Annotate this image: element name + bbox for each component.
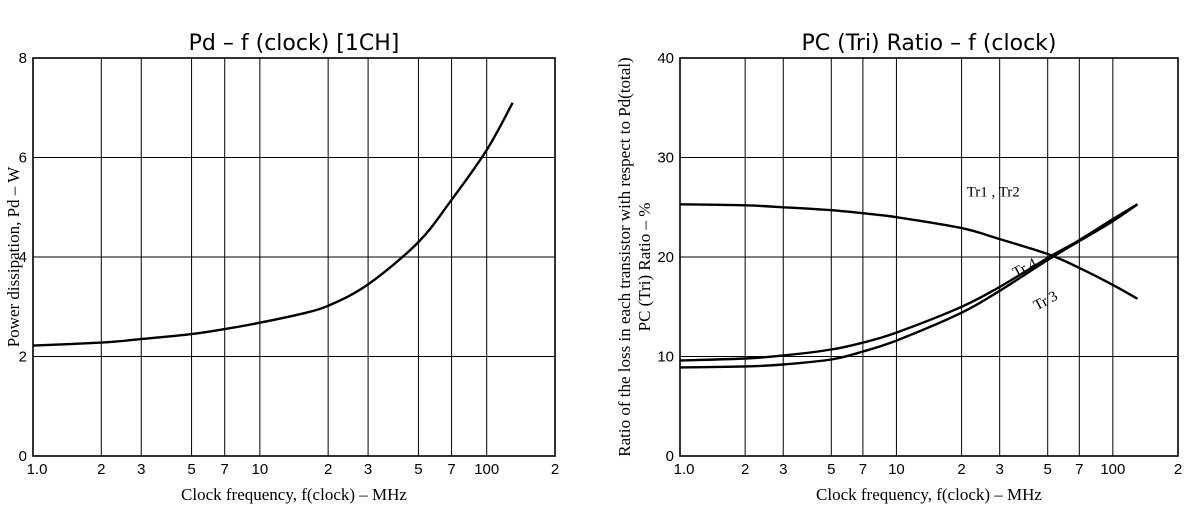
y-axis-label-secondary: PC (Tri) Ratio – % — [635, 203, 654, 332]
x-tick-label: 3 — [996, 461, 1004, 478]
x-tick-label: 7 — [221, 461, 229, 478]
x-tick-label: 3 — [364, 461, 372, 478]
chart-title: Pd – f (clock) [1CH] — [189, 31, 400, 56]
series-line-1 — [679, 203, 1139, 300]
x-tick-label: 2 — [551, 461, 559, 478]
x-axis-label: Clock frequency, f(clock) – MHz — [181, 485, 407, 504]
x-tick-label: 100 — [1100, 461, 1125, 478]
x-tick-label: 1.0 — [674, 461, 695, 478]
chart-1: Pd – f (clock) [1CH] 1.0 2 3 5 7 10 2 3 5 7 100 2 0 2 4… — [4, 31, 559, 504]
y-tick-label: 4 — [19, 249, 27, 266]
chart-title: PC (Tri) Ratio – f (clock) — [801, 31, 1056, 56]
series-label: Tr1 , Tr2 — [967, 184, 1020, 200]
y-tick-label: 40 — [657, 50, 674, 67]
x-tick-label: 5 — [187, 461, 195, 478]
x-tick-label: 7 — [1075, 461, 1083, 478]
y-tick-label: 10 — [657, 349, 674, 366]
plot-frame — [32, 57, 556, 457]
series-label: Tr 4 — [1010, 255, 1040, 281]
x-tick-label: 7 — [859, 461, 867, 478]
series-label: Tr 3 — [1031, 288, 1060, 314]
x-tick-label: 100 — [474, 461, 499, 478]
y-tick-label: 6 — [19, 150, 27, 167]
x-tick-label: 5 — [827, 461, 835, 478]
x-tick-label: 3 — [137, 461, 145, 478]
x-tick-label: 7 — [447, 461, 455, 478]
y-tick-label: 8 — [19, 50, 27, 67]
series-line-1 — [32, 102, 514, 347]
y-axis-label: Ratio of the loss in each transistor wit… — [615, 57, 634, 456]
x-tick-label: 3 — [779, 461, 787, 478]
x-tick-label: 2 — [324, 461, 332, 478]
series-line-3 — [679, 203, 1139, 369]
x-tick-label: 2 — [1174, 461, 1182, 478]
plot-frame — [679, 57, 1179, 457]
x-tick-label: 2 — [957, 461, 965, 478]
series-line-2 — [679, 203, 1139, 362]
chart-2: PC (Tri) Ratio – f (clock)1.0 2 3 5 7 10 2 3 5 7 1… — [615, 31, 1182, 504]
y-tick-label: 20 — [657, 249, 674, 266]
x-tick-label: 10 — [252, 461, 269, 478]
x-tick-label: 5 — [1044, 461, 1052, 478]
x-tick-label: 10 — [888, 461, 905, 478]
x-tick-label: 2 — [741, 461, 749, 478]
y-tick-label: 0 — [666, 448, 674, 465]
x-axis-label: Clock frequency, f(clock) – MHz — [816, 485, 1042, 504]
x-tick-label: 2 — [97, 461, 105, 478]
x-tick-label: 5 — [414, 461, 422, 478]
x-tick-label: 1.0 — [27, 461, 48, 478]
y-axis-label: Power dissipation, Pd – W — [4, 166, 23, 348]
y-tick-label: 0 — [19, 448, 27, 465]
y-tick-label: 30 — [657, 150, 674, 167]
y-tick-label: 2 — [19, 349, 27, 366]
